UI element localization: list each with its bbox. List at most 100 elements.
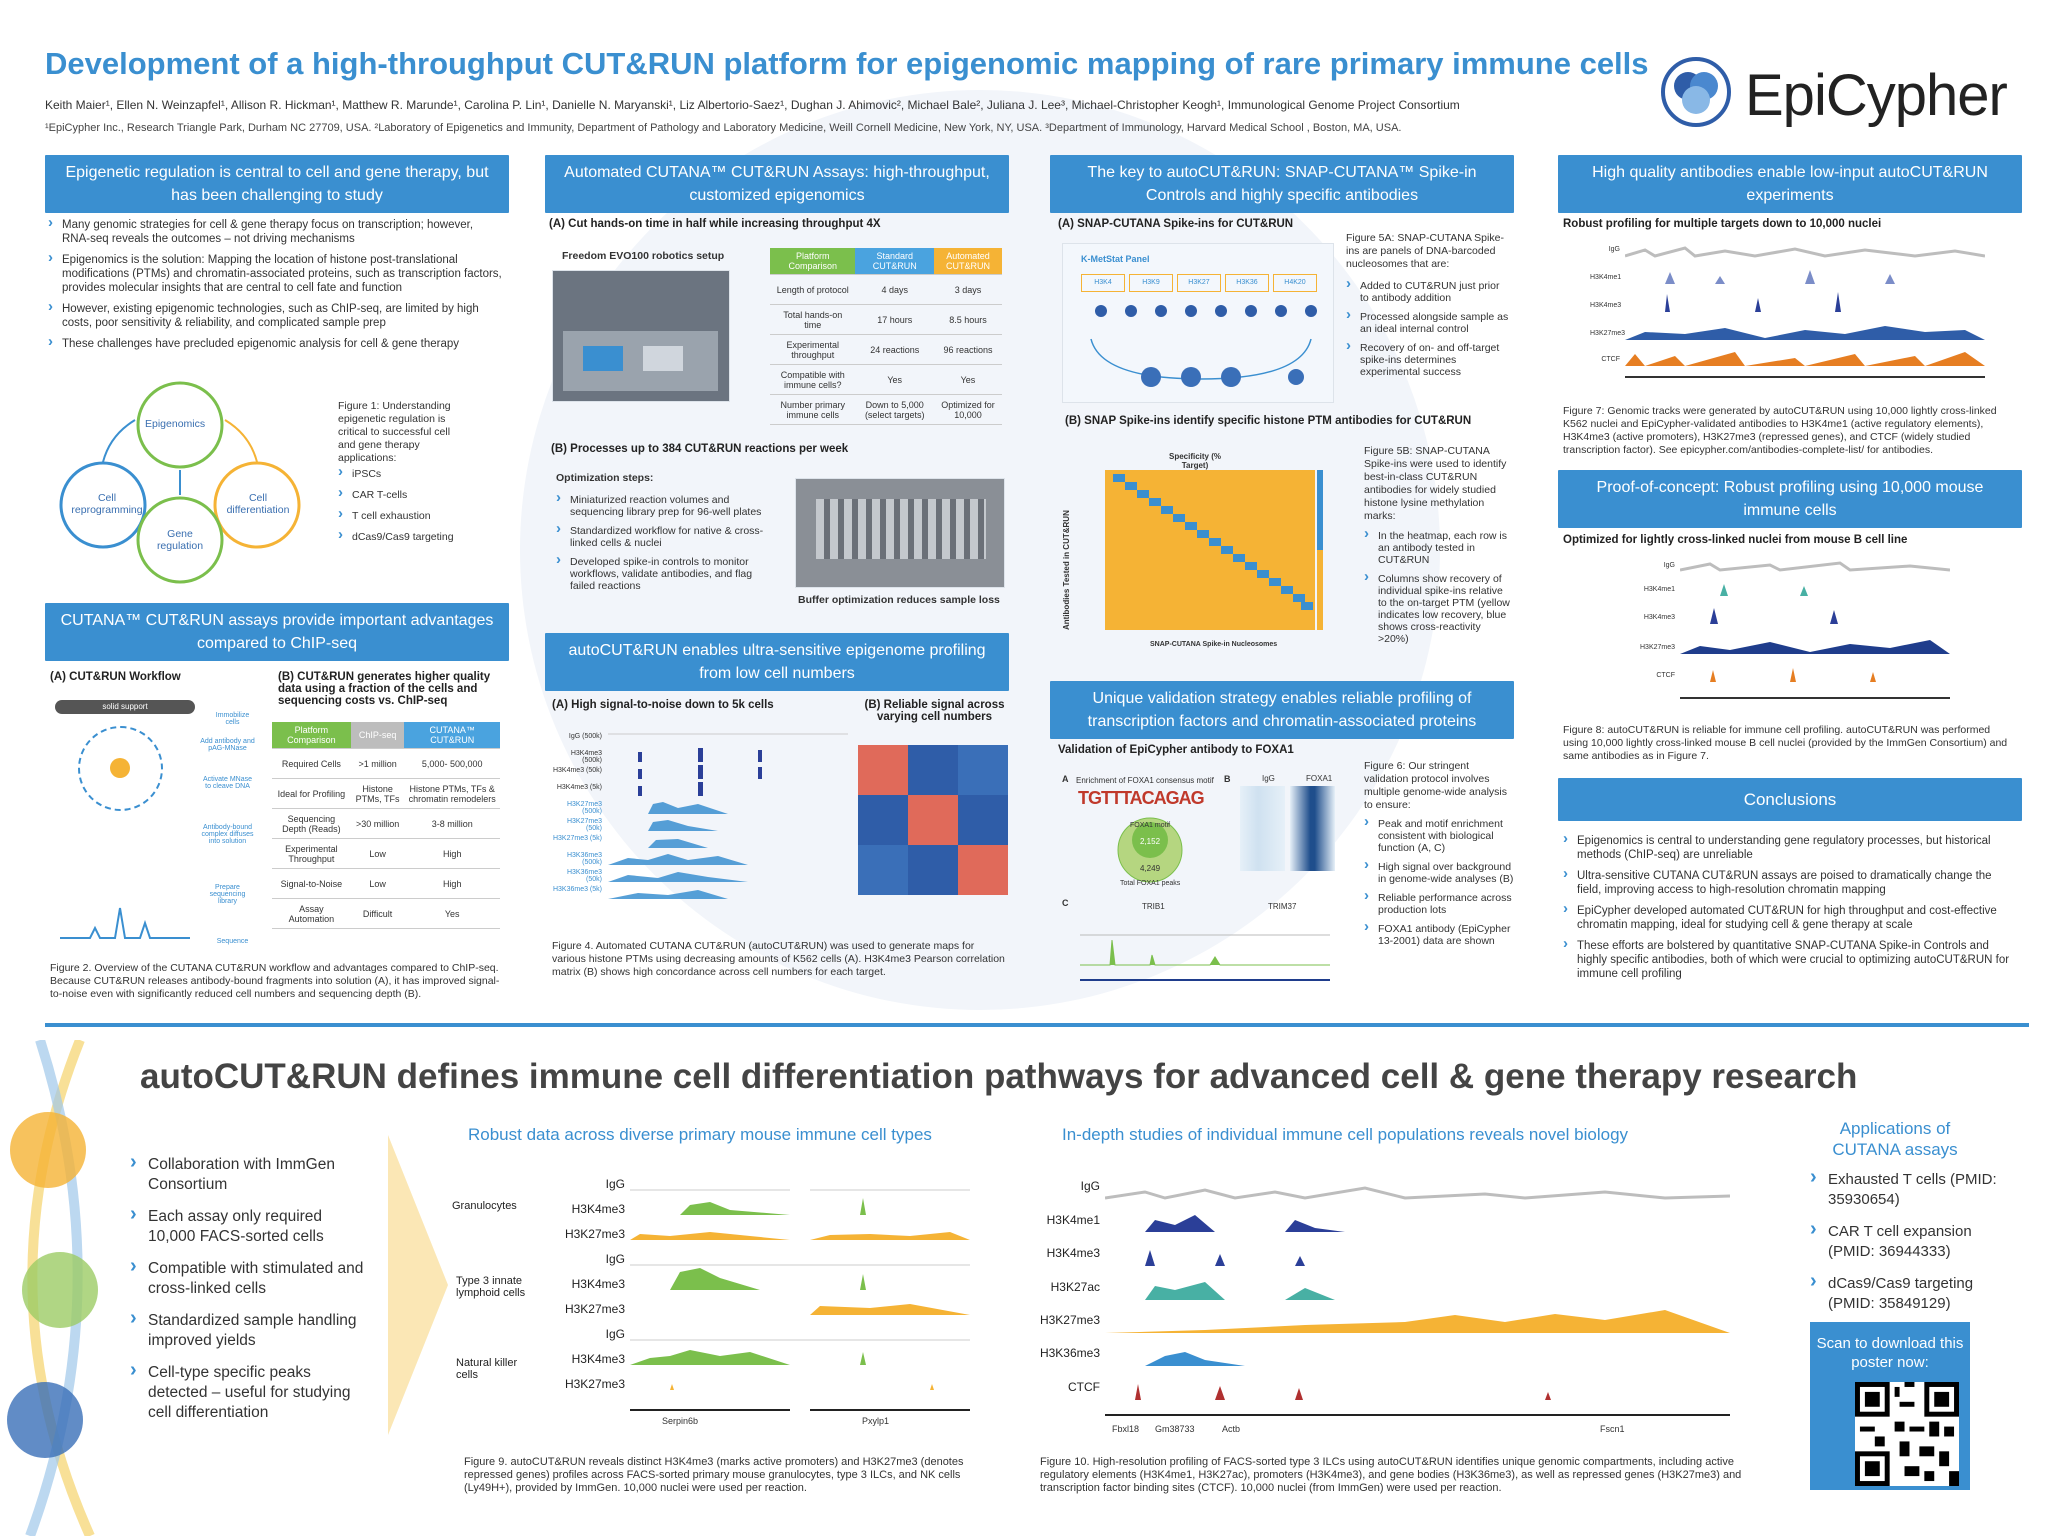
track-label: H3K27me3 — [1640, 644, 1676, 651]
table-cell: Length of protocol — [770, 274, 856, 305]
table-cell: Number primary immune cells — [770, 394, 856, 425]
track-label: H3K36me3 (500k) — [566, 852, 602, 866]
panel-title: K-MetStat Panel — [1081, 254, 1150, 264]
qr-code-icon[interactable] — [1855, 1382, 1959, 1486]
logo-text: EpiCypher — [1745, 63, 2008, 128]
foxa1-tracks — [1080, 934, 1330, 981]
track-label: H3K4me1 — [1046, 1213, 1100, 1227]
table-cell: Assay Automation — [272, 898, 351, 929]
optimization-title: Optimization steps: — [556, 472, 654, 484]
k562-tracks: IgG H3K4me1 H3K4me3 H3K27me3 CTCF — [1590, 242, 1986, 387]
list-item: Columns show recovery of individual spik… — [1364, 571, 1514, 645]
subheading-hands-on-time: (A) Cut hands-on time in half while incr… — [549, 218, 881, 230]
list-item: EpiCypher developed automated CUT&RUN fo… — [1563, 902, 2018, 932]
table-cell: >30 million — [350, 808, 405, 839]
track-label: H3K4me3 — [1046, 1246, 1100, 1260]
table-row: Number primary immune cells Down to 5,000… — [770, 394, 1002, 425]
list-item: However, existing epigenomic technologie… — [48, 300, 503, 330]
automation-comparison-table: Platform Comparison Standard CUT&RUN Autom… — [770, 248, 1002, 425]
table-header: Platform Comparison — [770, 248, 856, 275]
track-label: H3K4me3 — [1643, 614, 1675, 621]
list-item: Peak and motif enrichment consistent wit… — [1364, 816, 1514, 854]
list-item: Each assay only required 10,000 FACS-sor… — [130, 1204, 370, 1247]
track-label: H3K36me3 (50k) — [566, 869, 602, 883]
list-item: Epigenomics is central to understanding … — [1563, 832, 2018, 862]
histone-track-panel: IgG (500k) H3K4me3 (500k) H3K4me3 (50k) … — [550, 730, 850, 910]
authors: Keith Maier¹, Ellen N. Weinzapfel¹, Alli… — [45, 98, 1460, 112]
table-header: Standard CUT&RUN — [855, 248, 934, 275]
foxa1-heatmap — [1290, 786, 1335, 871]
robot-plate — [643, 346, 683, 371]
subheading-signal-to-noise: (A) High signal-to-noise down to 5k cell… — [552, 699, 774, 711]
list-item: In the heatmap, each row is an antibody … — [1364, 528, 1514, 566]
table-cell: Experimental Throughput — [272, 838, 351, 869]
track-label: H3K4me3 — [571, 1277, 625, 1291]
plate-photo — [795, 478, 1005, 588]
section-header-automated-cutana: Automated CUTANA™ CUT&RUN Assays: high-t… — [545, 155, 1009, 213]
figure-5a-caption: Figure 5A: SNAP-CUTANA Spike-ins are pan… — [1346, 232, 1504, 270]
table-cell: Total hands-on time — [770, 304, 856, 335]
panel-box: H3K36 — [1225, 274, 1269, 292]
heatmap-title: Specificity (% Target) — [1168, 452, 1221, 470]
table-row: Experimental Throughput Low High — [272, 838, 500, 869]
table-cell: Low — [350, 868, 405, 899]
bottom-bullets: Collaboration with ImmGen Consortium Eac… — [130, 1152, 370, 1435]
table-cell: 5,000- 500,000 — [404, 748, 500, 779]
track-label: H3K4me1 — [1590, 274, 1622, 281]
track-label: H3K4me3 — [571, 1202, 625, 1216]
workflow-step: Activate MNase to cleave DNA — [202, 776, 253, 790]
arrow-chevron-icon — [388, 1135, 448, 1435]
poster-title: Development of a high-throughput CUT&RUN… — [45, 46, 1649, 81]
venn-label: FOXA1 motif — [1130, 822, 1171, 829]
figure-5b-caption: Figure 5B: SNAP-CUTANA Spike-ins were us… — [1364, 445, 1507, 522]
list-item: T cell exhaustion — [338, 507, 498, 523]
table-cell: Down to 5,000 (select targets) — [855, 394, 934, 425]
track-label: H3K27me3 (50k) — [566, 818, 602, 832]
gene-label: TRIM37 — [1268, 902, 1297, 911]
track-label: IgG — [1608, 246, 1620, 253]
heatmap-ylabel: Antibodies Tested in CUT&RUN — [1062, 510, 1071, 630]
table-cell: 96 reactions — [933, 334, 1002, 365]
list-item: Exhausted T cells (PMID: 35930654) — [1810, 1167, 2010, 1210]
list-item: CAR T cell expansion (PMID: 36944333) — [1810, 1219, 2010, 1262]
table-cell: Yes — [404, 898, 500, 929]
affiliations: ¹EpiCypher Inc., Research Triangle Park,… — [45, 122, 1402, 134]
workflow-step: Immobilize cells — [215, 712, 250, 726]
track-label: H3K4me3 — [571, 1352, 625, 1366]
list-item: Added to CUT&RUN just prior to antibody … — [1346, 278, 1511, 304]
table-row: Signal-to-Noise Low High — [272, 868, 500, 899]
table-cell: Experimental throughput — [770, 334, 856, 365]
plate-wells — [816, 499, 986, 559]
track-label: H3K36me3 (5k) — [552, 886, 602, 893]
track-label: H3K4me3 (5k) — [556, 784, 602, 791]
cycle-label-gene-regulation: Gene regulation — [156, 528, 204, 552]
track-label: IgG — [605, 1177, 625, 1191]
table-cell: Low — [350, 838, 405, 869]
list-item: Epigenomics is the solution: Mapping the… — [48, 251, 503, 295]
robot-label: Freedom EVO100 robotics setup — [562, 250, 725, 262]
table-row: Experimental throughput 24 reactions 96 re… — [770, 334, 1002, 365]
workflow-step: Prepare sequencing library — [209, 884, 246, 905]
table-row: Assay Automation Difficult Yes — [272, 898, 500, 929]
ilc-tracks — [1105, 1186, 1730, 1416]
gene-label: Fbxl18 — [1112, 1424, 1140, 1434]
subheading-snap-antibodies: (B) SNAP Spike-ins identify specific his… — [1065, 415, 1472, 427]
track-label: H3K27me3 — [564, 1377, 625, 1391]
heatmap-label-igg: IgG — [1262, 774, 1275, 783]
figure-8-caption: Figure 8: autoCUT&RUN is reliable for im… — [1563, 724, 2008, 762]
table-cell: Yes — [933, 364, 1002, 395]
decorative-ribbon — [7, 1040, 98, 1536]
section-header-validation-strategy: Unique validation strategy enables relia… — [1050, 681, 1514, 739]
heatmap-xlabel: SNAP-CUTANA Spike-in Nucleosomes — [1150, 641, 1278, 648]
cell-diagram — [78, 726, 163, 811]
track-label: IgG — [605, 1327, 625, 1341]
table-row: Required Cells >1 million 5,000- 500,000 — [272, 748, 500, 779]
cell-type-label: Natural killer cells — [456, 1357, 518, 1381]
track-label: H3K4me3 — [1590, 302, 1622, 309]
workflow-step: Add antibody and pAG-MNase — [200, 738, 255, 752]
figure-6-items: Peak and motif enrichment consistent wit… — [1364, 816, 1514, 954]
list-item: Collaboration with ImmGen Consortium — [130, 1152, 370, 1195]
table-cell: High — [404, 868, 500, 899]
gene-label: Fscn1 — [1600, 1424, 1625, 1434]
list-item: Developed spike-in controls to monitor w… — [556, 554, 776, 592]
